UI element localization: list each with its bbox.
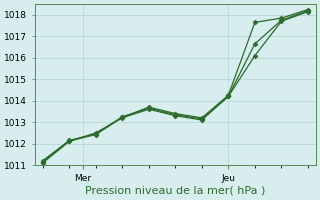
X-axis label: Pression niveau de la mer( hPa ): Pression niveau de la mer( hPa ) <box>85 186 266 196</box>
